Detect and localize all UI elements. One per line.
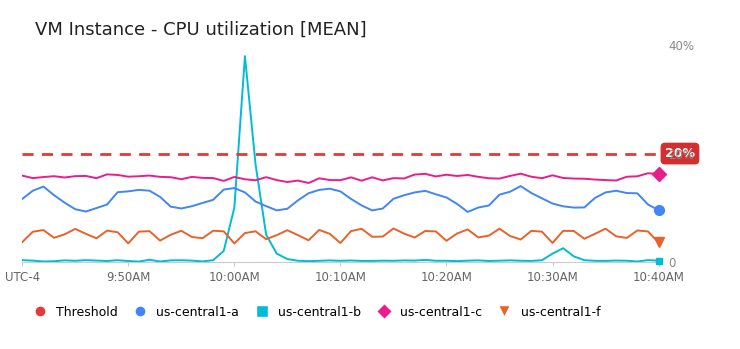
Legend: Threshold, us-central1-a, us-central1-b, us-central1-c, us-central1-f: Threshold, us-central1-a, us-central1-b,… xyxy=(22,301,605,324)
Text: VM Instance - CPU utilization [MEAN]: VM Instance - CPU utilization [MEAN] xyxy=(35,20,366,38)
Text: 20%: 20% xyxy=(665,147,695,160)
